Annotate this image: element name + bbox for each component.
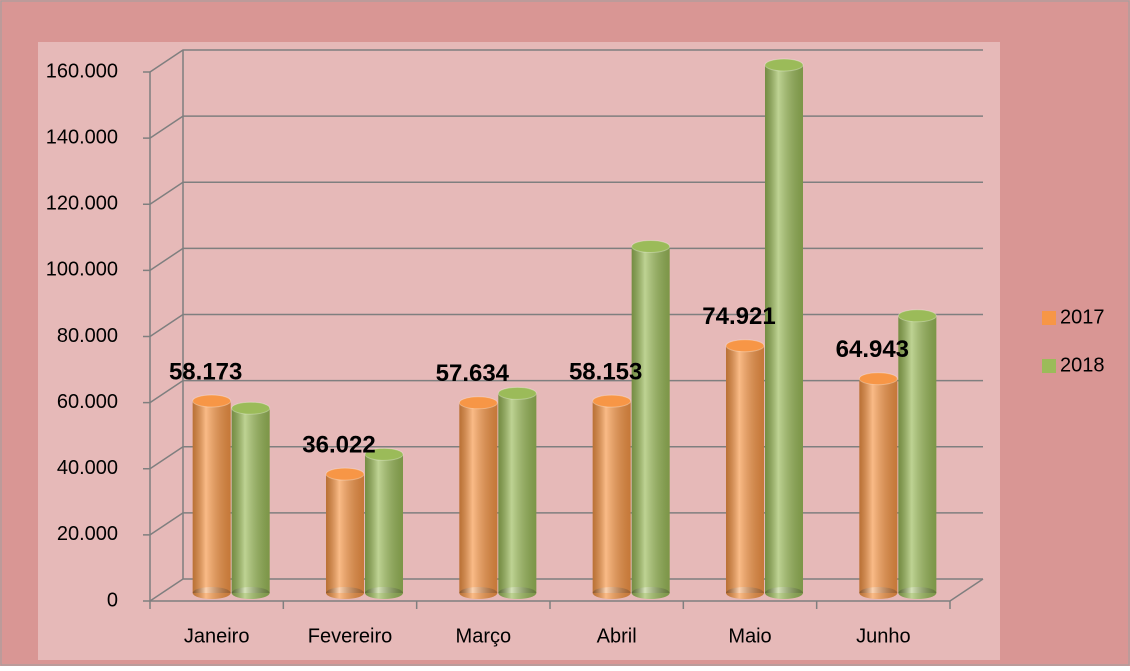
bar-top bbox=[192, 394, 232, 408]
data-label: 64.943 bbox=[836, 336, 909, 363]
grid-line bbox=[149, 512, 983, 536]
grid-line bbox=[149, 247, 983, 271]
bar-shade bbox=[326, 474, 364, 593]
y-tick-label: 40.000 bbox=[57, 457, 118, 479]
bar-top bbox=[458, 396, 498, 410]
bar-shade bbox=[726, 345, 764, 593]
bar-top bbox=[325, 467, 365, 481]
legend-swatch bbox=[1042, 311, 1056, 325]
bar-shade bbox=[592, 401, 631, 593]
bar-shade bbox=[859, 378, 898, 593]
grid-line bbox=[149, 115, 983, 139]
bar-top bbox=[858, 372, 898, 386]
bar bbox=[458, 396, 498, 599]
x-tick-label: Maio bbox=[728, 625, 771, 647]
grid-line bbox=[149, 578, 983, 602]
x-tick-label: Janeiro bbox=[184, 625, 250, 647]
legend-swatch bbox=[1042, 359, 1056, 373]
x-tick-label: Fevereiro bbox=[308, 625, 392, 647]
bar bbox=[231, 401, 271, 599]
bar bbox=[497, 386, 537, 599]
x-tick-label: Junho bbox=[856, 625, 911, 647]
bar-shade bbox=[459, 402, 498, 593]
y-tick-label: 20.000 bbox=[57, 523, 118, 545]
bar-top bbox=[231, 401, 271, 415]
bar-top bbox=[364, 447, 404, 461]
bar-top bbox=[764, 58, 804, 72]
grid-line bbox=[149, 446, 983, 470]
bar-top bbox=[497, 386, 537, 400]
bar bbox=[764, 58, 804, 599]
bar-shade bbox=[231, 408, 270, 593]
bar bbox=[631, 240, 671, 599]
bar-shade bbox=[192, 401, 231, 593]
bar bbox=[897, 309, 937, 599]
bar bbox=[592, 394, 632, 599]
bar bbox=[192, 394, 232, 599]
data-label: 58.173 bbox=[169, 358, 242, 385]
data-label: 57.634 bbox=[436, 360, 510, 387]
bar bbox=[858, 372, 898, 599]
bar-shade bbox=[898, 315, 937, 593]
grid-line bbox=[149, 181, 983, 205]
bar-shade bbox=[765, 65, 803, 593]
bar-top bbox=[897, 309, 937, 323]
y-tick-label: 100.000 bbox=[46, 259, 118, 281]
y-tick-label: 120.000 bbox=[46, 193, 118, 215]
y-tick-label: 140.000 bbox=[46, 126, 118, 148]
bar-top bbox=[725, 339, 765, 353]
grid-line bbox=[149, 379, 983, 404]
legend-label: 2017 bbox=[1060, 306, 1105, 328]
grid-line bbox=[149, 313, 983, 338]
bar-top bbox=[592, 394, 632, 408]
bar bbox=[325, 467, 365, 599]
grid-line bbox=[149, 49, 983, 73]
bar-top bbox=[631, 240, 671, 253]
bar-shade bbox=[631, 246, 670, 593]
x-tick-label: Abril bbox=[597, 625, 637, 647]
legend-label: 2018 bbox=[1060, 354, 1105, 376]
y-tick-label: 0 bbox=[107, 589, 118, 611]
x-tick-label: Março bbox=[456, 625, 512, 647]
data-label: 74.921 bbox=[702, 303, 775, 330]
bar-shade bbox=[498, 393, 537, 593]
y-tick-label: 60.000 bbox=[57, 391, 118, 413]
data-label: 36.022 bbox=[302, 431, 375, 458]
bar bbox=[725, 339, 765, 599]
bar bbox=[364, 447, 404, 599]
y-tick-label: 80.000 bbox=[57, 325, 118, 347]
data-label: 58.153 bbox=[569, 358, 642, 385]
y-tick-label: 160.000 bbox=[46, 60, 118, 82]
bar-shade bbox=[365, 454, 403, 593]
